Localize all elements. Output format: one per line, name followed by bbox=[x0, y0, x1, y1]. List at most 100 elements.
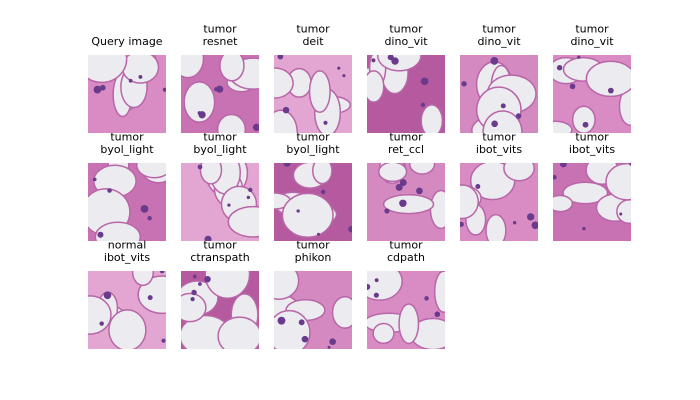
cell-caption: byol_light bbox=[286, 143, 340, 156]
nucleus bbox=[329, 338, 336, 345]
cell-caption: byol_light bbox=[193, 143, 247, 156]
fat-cell bbox=[460, 184, 479, 220]
fat-cell bbox=[503, 163, 535, 182]
cell-caption: Query image bbox=[91, 35, 162, 48]
cell-caption: tumor bbox=[575, 131, 609, 144]
nucleus bbox=[192, 274, 197, 279]
nucleus bbox=[198, 282, 202, 286]
cell-caption: tumor bbox=[482, 23, 516, 36]
tissue-image bbox=[274, 271, 352, 349]
nucleus bbox=[99, 321, 104, 326]
fat-cell bbox=[372, 322, 395, 345]
nucleus bbox=[198, 111, 206, 119]
fat-cell bbox=[331, 295, 352, 329]
nucleus bbox=[629, 163, 631, 166]
nucleus bbox=[301, 335, 309, 343]
fat-cell bbox=[108, 309, 147, 349]
nucleus bbox=[399, 199, 407, 208]
nucleus bbox=[556, 65, 563, 71]
nucleus bbox=[577, 55, 581, 59]
nucleus bbox=[553, 175, 557, 180]
fat-cell bbox=[135, 163, 166, 179]
fat-cell bbox=[217, 316, 259, 349]
nucleus bbox=[560, 163, 567, 168]
nucleus bbox=[204, 235, 212, 241]
nucleus bbox=[92, 177, 97, 182]
tissue-image bbox=[460, 163, 538, 241]
nucleus bbox=[607, 87, 614, 94]
nucleus bbox=[461, 81, 467, 87]
cell-caption: ctranspath bbox=[190, 251, 249, 264]
nucleus bbox=[190, 296, 195, 302]
nucleus bbox=[490, 56, 499, 65]
nucleus bbox=[283, 163, 291, 167]
nucleus bbox=[420, 77, 429, 86]
tissue-image bbox=[181, 163, 259, 241]
fat-cell bbox=[482, 110, 523, 133]
nucleus bbox=[159, 271, 165, 274]
cell-caption: dino_vit bbox=[384, 35, 428, 48]
nucleus bbox=[147, 216, 152, 221]
fat-cell bbox=[420, 104, 444, 133]
fat-cell bbox=[605, 163, 631, 201]
nucleus bbox=[384, 208, 390, 214]
tissue-image bbox=[367, 271, 445, 349]
nucleus bbox=[213, 87, 219, 92]
fat-cell bbox=[88, 55, 128, 84]
fat-cell bbox=[562, 181, 609, 205]
fat-cell bbox=[553, 194, 574, 213]
fat-cell bbox=[274, 109, 298, 133]
fat-cell bbox=[183, 81, 216, 123]
cell-caption: ibot_vits bbox=[104, 251, 150, 264]
cell-caption: normal bbox=[108, 239, 147, 252]
nucleus bbox=[337, 66, 341, 70]
cell-caption: tumor bbox=[110, 131, 144, 144]
nucleus bbox=[395, 183, 403, 191]
fat-cell bbox=[88, 295, 112, 335]
fat-cell bbox=[131, 271, 155, 287]
nucleus bbox=[424, 296, 429, 301]
tissue-image bbox=[181, 271, 259, 349]
fat-cell bbox=[274, 67, 294, 99]
nucleus bbox=[316, 232, 321, 236]
nucleus bbox=[582, 121, 589, 128]
nucleus bbox=[327, 345, 331, 349]
nucleus bbox=[387, 55, 394, 61]
cell-caption: dino_vit bbox=[570, 35, 614, 48]
fat-cell bbox=[281, 192, 334, 239]
nucleus bbox=[342, 74, 346, 78]
nucleus bbox=[373, 292, 379, 298]
nucleus bbox=[420, 102, 426, 108]
fat-cell bbox=[181, 292, 207, 323]
cell-caption: ibot_vits bbox=[476, 143, 522, 156]
fat-cell bbox=[382, 194, 435, 215]
fat-cell bbox=[378, 163, 408, 183]
nucleus bbox=[374, 278, 379, 283]
fat-cell bbox=[227, 205, 259, 238]
cell-caption: tumor bbox=[389, 239, 423, 252]
tissue-image bbox=[367, 163, 445, 241]
cell-caption: tumor bbox=[296, 239, 330, 252]
cell-caption: resnet bbox=[203, 35, 239, 48]
nucleus bbox=[140, 204, 149, 213]
nucleus bbox=[512, 221, 517, 225]
nucleus bbox=[99, 84, 106, 91]
nucleus bbox=[434, 311, 441, 318]
nucleus bbox=[103, 291, 112, 300]
fat-cell bbox=[311, 163, 333, 185]
fat-cell bbox=[367, 70, 385, 103]
fat-cell bbox=[398, 303, 420, 345]
cell-caption: cdpath bbox=[387, 251, 425, 264]
nucleus bbox=[475, 184, 481, 189]
nucleus bbox=[216, 85, 224, 93]
cell-caption: tumor bbox=[389, 131, 423, 144]
fat-cell bbox=[94, 221, 142, 241]
fat-cell bbox=[181, 55, 205, 79]
nucleus bbox=[138, 74, 143, 79]
cell-caption: ibot_vits bbox=[569, 143, 615, 156]
cell-caption: byol_light bbox=[100, 143, 154, 156]
cell-caption: tumor bbox=[296, 23, 330, 36]
fat-cell bbox=[553, 120, 573, 133]
nucleus bbox=[399, 179, 407, 187]
fat-cell bbox=[485, 213, 507, 241]
